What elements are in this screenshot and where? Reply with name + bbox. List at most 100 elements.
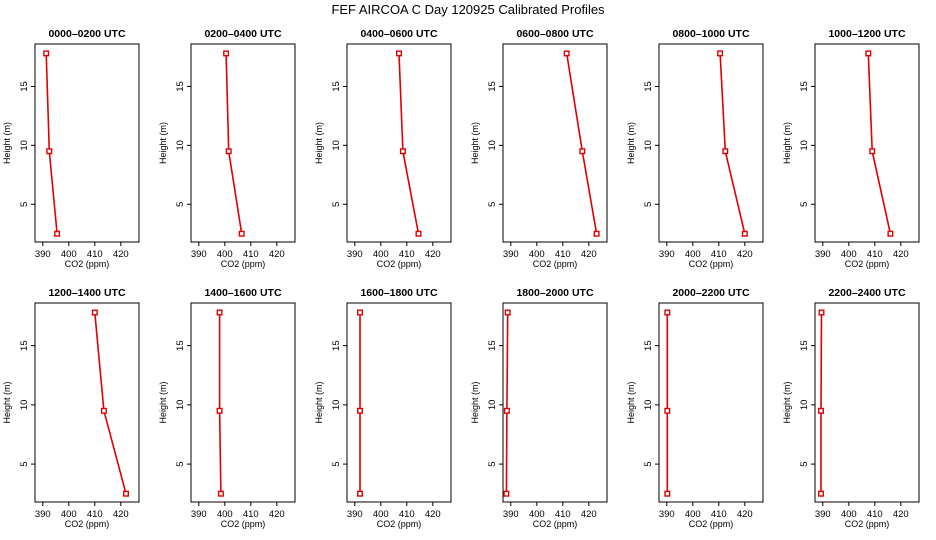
figure-title: FEF AIRCOA C Day 120925 Calibrated Profi…: [331, 2, 605, 17]
y-tick-label: 10: [643, 140, 654, 151]
y-tick-label: 10: [799, 400, 810, 411]
plot-frame: [814, 302, 920, 503]
y-axis-label: Height (m): [470, 122, 480, 164]
x-tick-label: 400: [529, 249, 545, 260]
profile-line: [218, 312, 222, 494]
data-point: [238, 230, 245, 237]
y-axis-label: Height (m): [314, 381, 324, 423]
y-tick-label: 5: [799, 202, 810, 207]
panel-title: 1200–1400 UTC: [48, 287, 125, 299]
x-tick-label: 410: [555, 509, 571, 520]
x-tick-label: 420: [269, 249, 285, 260]
y-axis-label: Height (m): [158, 381, 168, 423]
data-point: [216, 407, 223, 414]
x-axis-label: CO2 (ppm): [845, 519, 890, 529]
x-tick-label: 420: [581, 509, 597, 520]
data-point: [217, 490, 224, 497]
y-tick-label: 10: [19, 140, 30, 151]
x-tick-label: 400: [685, 509, 701, 520]
data-point: [46, 148, 53, 155]
x-tick-label: 400: [685, 249, 701, 260]
y-tick-label: 15: [19, 340, 30, 351]
y-tick-label: 15: [799, 81, 810, 92]
y-tick-label: 5: [487, 202, 498, 207]
data-point: [664, 309, 671, 316]
x-tick-label: 410: [87, 249, 103, 260]
data-point: [415, 230, 422, 237]
y-tick-label: 5: [175, 461, 186, 466]
y-tick-label: 10: [799, 140, 810, 151]
plot-frame: [34, 43, 140, 243]
data-point: [357, 407, 364, 414]
x-tick-label: 390: [347, 249, 363, 260]
x-axis-label: CO2 (ppm): [65, 259, 110, 269]
y-axis-label: Height (m): [2, 381, 12, 423]
data-point: [396, 50, 403, 57]
data-point: [225, 148, 232, 155]
data-point: [664, 407, 671, 414]
x-axis-label: CO2 (ppm): [689, 519, 734, 529]
profile-line: [719, 53, 746, 234]
data-point: [223, 50, 230, 57]
x-tick-label: 410: [867, 249, 883, 260]
profile-line: [867, 53, 892, 234]
x-tick-label: 400: [217, 249, 233, 260]
y-tick-label: 15: [19, 81, 30, 92]
data-point: [817, 490, 824, 497]
x-axis-label: CO2 (ppm): [221, 519, 266, 529]
data-point: [357, 490, 364, 497]
x-tick-label: 410: [243, 249, 259, 260]
panel-title: 2200–2400 UTC: [828, 287, 905, 299]
data-point: [54, 230, 61, 237]
panel-title: 1000–1200 UTC: [828, 28, 905, 40]
profile-line: [820, 312, 823, 494]
data-point: [504, 309, 511, 316]
panel-title: 1400–1600 UTC: [204, 287, 281, 299]
x-tick-label: 410: [867, 509, 883, 520]
y-axis-label: Height (m): [470, 381, 480, 423]
profile-line: [45, 53, 58, 234]
x-tick-label: 400: [529, 509, 545, 520]
y-tick-label: 5: [331, 202, 342, 207]
x-tick-label: 410: [555, 249, 571, 260]
x-tick-label: 420: [113, 509, 129, 520]
data-point: [887, 230, 894, 237]
y-tick-label: 15: [487, 340, 498, 351]
data-point: [741, 230, 748, 237]
x-tick-label: 390: [815, 249, 831, 260]
x-tick-label: 400: [217, 509, 233, 520]
y-tick-label: 10: [331, 140, 342, 151]
x-axis-label: CO2 (ppm): [689, 259, 734, 269]
x-tick-label: 420: [425, 249, 441, 260]
x-tick-label: 410: [711, 509, 727, 520]
panel-title: 1600–1800 UTC: [360, 287, 437, 299]
x-tick-label: 400: [373, 249, 389, 260]
y-tick-label: 15: [487, 81, 498, 92]
x-tick-label: 400: [841, 509, 857, 520]
x-tick-label: 400: [373, 509, 389, 520]
y-axis-label: Height (m): [158, 122, 168, 164]
plot-frame: [190, 43, 296, 243]
profile-line: [505, 312, 509, 494]
y-tick-label: 10: [331, 400, 342, 411]
x-tick-label: 410: [711, 249, 727, 260]
y-tick-label: 5: [799, 461, 810, 466]
x-tick-label: 410: [243, 509, 259, 520]
y-tick-label: 5: [487, 461, 498, 466]
y-tick-label: 5: [19, 202, 30, 207]
x-tick-label: 420: [269, 509, 285, 520]
plot-frame: [658, 43, 764, 243]
y-axis-label: Height (m): [782, 122, 792, 164]
data-point: [579, 148, 586, 155]
panel-title: 0600–0800 UTC: [516, 28, 593, 40]
data-point: [664, 490, 671, 497]
panel-title: 0800–1000 UTC: [672, 28, 749, 40]
